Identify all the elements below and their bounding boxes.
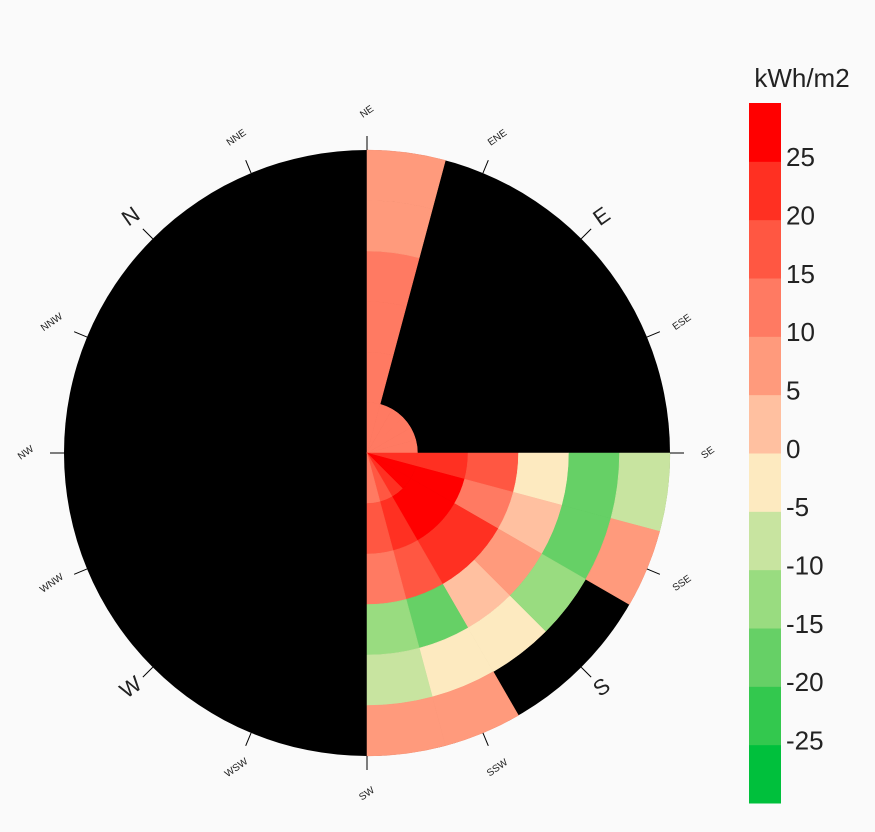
colorbar-tick-label: -25 xyxy=(786,726,824,756)
colorbar-band xyxy=(749,103,781,162)
compass-tick xyxy=(245,159,252,174)
compass-tick xyxy=(580,228,592,240)
colorbar-tick-label: -15 xyxy=(786,609,824,639)
cell xyxy=(585,518,660,605)
compass-tick xyxy=(646,331,661,338)
colorbar-tick-label: -20 xyxy=(786,667,824,697)
colorbar-band xyxy=(749,686,781,746)
compass-tick xyxy=(142,228,154,240)
colorbar-band xyxy=(749,394,781,454)
colorbar-tick-label: 10 xyxy=(786,317,815,347)
cell xyxy=(366,696,446,757)
colorbar-tick-label: -10 xyxy=(786,551,824,581)
colorbar: -25 -20 -15 -10 -5 0 5 10 15 20 25 xyxy=(749,103,824,804)
colorbar-band xyxy=(749,744,781,804)
colorbar-band xyxy=(749,453,781,512)
colorbar-band xyxy=(749,219,781,279)
colorbar-tick-label: 0 xyxy=(786,434,800,464)
compass-tick xyxy=(482,159,489,174)
compass-tick xyxy=(245,732,252,747)
compass-tick xyxy=(142,666,154,678)
colorbar-tick-label: 5 xyxy=(786,376,800,406)
compass-tick xyxy=(73,568,88,575)
compass-tick xyxy=(646,568,661,575)
compass-tick xyxy=(580,666,592,678)
compass-tick xyxy=(73,331,88,338)
colorbar-tick-label: 25 xyxy=(786,142,815,172)
cell xyxy=(610,452,671,532)
colorbar-band xyxy=(749,569,781,629)
cell xyxy=(366,149,446,210)
colorbar-band xyxy=(749,336,781,396)
colorbar-band xyxy=(749,161,781,221)
colorbar-tick-label: -5 xyxy=(786,492,809,522)
cells xyxy=(366,149,671,757)
colorbar-band xyxy=(749,628,781,687)
colorbar-title: kWh/m2 xyxy=(754,63,849,93)
colorbar-tick-label: 20 xyxy=(786,201,815,231)
colorbar-band xyxy=(749,511,781,571)
colorbar-tick-label: 15 xyxy=(786,259,815,289)
compass-tick xyxy=(482,732,489,747)
colorbar-band xyxy=(749,278,781,337)
